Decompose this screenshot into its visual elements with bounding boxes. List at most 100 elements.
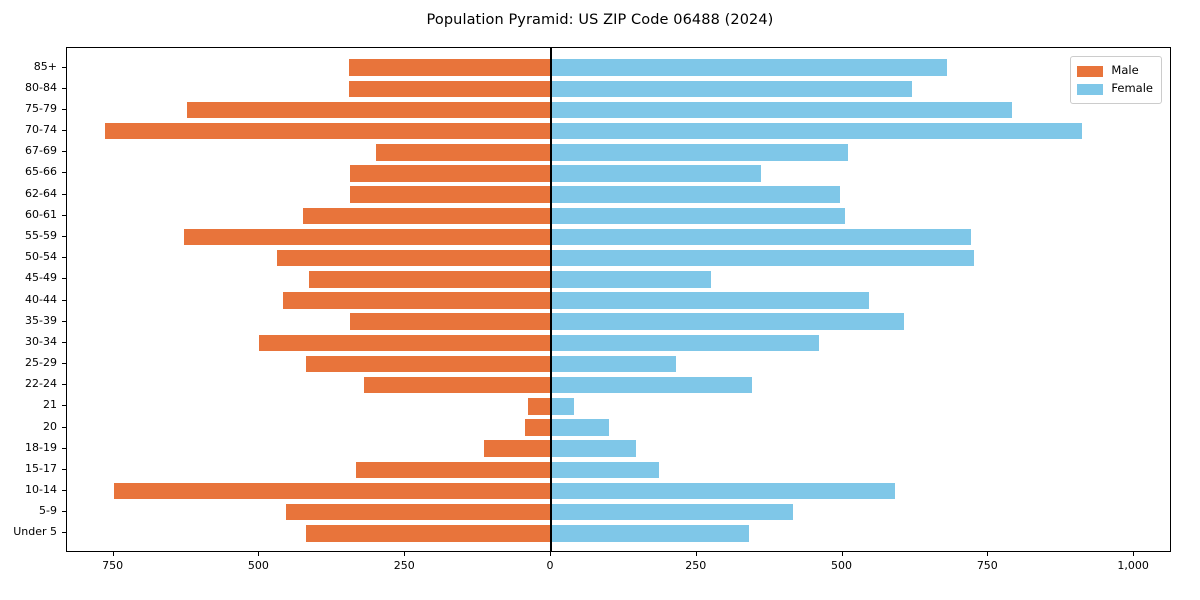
- y-axis-tick-label: 62-64: [25, 186, 57, 200]
- bar-female: [550, 398, 575, 415]
- y-axis-tick-mark: [62, 278, 66, 280]
- bar-female: [550, 122, 1082, 140]
- bar-female: [550, 101, 1012, 119]
- bar-female: [550, 80, 913, 98]
- y-axis-tick-label: 10-14: [25, 483, 57, 497]
- bar-male: [483, 440, 551, 457]
- bar-row: [67, 249, 1170, 267]
- bar-row: [67, 398, 1170, 415]
- bar-female: [550, 165, 761, 182]
- y-axis-tick-mark: [62, 66, 66, 68]
- y-axis-tick-label: 15-17: [25, 461, 57, 475]
- bar-female: [550, 144, 849, 161]
- bar-male: [349, 313, 551, 330]
- bar-female: [550, 59, 948, 76]
- bar-row: [67, 59, 1170, 76]
- bar-female: [550, 313, 904, 330]
- bar-male: [364, 376, 551, 394]
- y-axis-tick-mark: [62, 87, 66, 89]
- y-axis-tick-mark: [62, 172, 66, 174]
- bar-row: [67, 419, 1170, 436]
- x-axis-tick-label: 750: [102, 559, 124, 572]
- bar-row: [67, 334, 1170, 352]
- x-axis-tick-label: 0: [546, 559, 554, 572]
- x-axis-tick-mark: [841, 552, 843, 556]
- bar-male: [349, 59, 551, 76]
- y-axis-tick-label: Under 5: [13, 525, 57, 539]
- y-axis-tick-label: 25-29: [25, 356, 57, 370]
- y-axis-tick-mark: [62, 235, 66, 237]
- bar-row: [67, 207, 1170, 225]
- y-axis-tick-mark: [62, 130, 66, 132]
- bar-male: [113, 482, 551, 500]
- bar-female: [550, 292, 869, 309]
- bar-female: [550, 376, 753, 394]
- x-axis-tick-mark: [987, 552, 989, 556]
- bar-female: [550, 249, 974, 267]
- y-axis-tick-label: 22-24: [25, 377, 57, 391]
- y-axis-tick-label: 30-34: [25, 334, 57, 348]
- y-axis-tick-mark: [62, 384, 66, 386]
- bar-row: [67, 271, 1170, 288]
- y-axis-tick-label: 80-84: [25, 80, 57, 94]
- bar-male: [524, 419, 551, 436]
- bar-row: [67, 461, 1170, 479]
- y-axis-tick-label: 20: [43, 419, 57, 433]
- y-axis-tick-label: 50-54: [25, 250, 57, 264]
- x-axis-tick-mark: [112, 552, 114, 556]
- y-axis-tick-mark: [62, 151, 66, 153]
- bar-male: [282, 292, 551, 309]
- y-axis-tick-mark: [62, 426, 66, 428]
- y-axis-tick-label: 85+: [33, 59, 57, 73]
- y-axis-tick-mark: [62, 490, 66, 492]
- y-axis-tick-label: 75-79: [25, 101, 57, 115]
- x-axis-tick-mark: [404, 552, 406, 556]
- y-axis-tick-mark: [62, 320, 66, 322]
- bar-female: [550, 228, 971, 246]
- y-axis-tick-mark: [62, 511, 66, 513]
- bar-male: [355, 461, 551, 479]
- y-axis-tick-mark: [62, 108, 66, 110]
- bar-row: [67, 313, 1170, 330]
- bar-row: [67, 525, 1170, 542]
- legend-entry[interactable]: Female: [1077, 80, 1153, 98]
- bar-male: [306, 525, 551, 542]
- plot-frame: Male Female: [66, 47, 1171, 552]
- bar-row: [67, 440, 1170, 457]
- legend-entry[interactable]: Male: [1077, 62, 1153, 80]
- bar-male: [376, 144, 551, 161]
- bar-female: [550, 503, 793, 521]
- y-axis-tick-mark: [62, 363, 66, 365]
- x-axis-tick-label: 500: [247, 559, 269, 572]
- legend-label: Female: [1111, 81, 1153, 96]
- bar-male: [306, 355, 551, 373]
- chart-legend: Male Female: [1070, 56, 1162, 104]
- bar-row: [67, 376, 1170, 394]
- x-axis-tick-mark: [695, 552, 697, 556]
- x-axis-tick-label: 250: [393, 559, 415, 572]
- plot-area: [67, 48, 1170, 551]
- bar-row: [67, 101, 1170, 119]
- bar-male: [104, 122, 551, 140]
- y-axis-tick-mark: [62, 214, 66, 216]
- y-axis-tick-mark: [62, 468, 66, 470]
- bar-female: [550, 440, 636, 457]
- x-axis-tick-label: 500: [831, 559, 853, 572]
- bar-row: [67, 165, 1170, 182]
- bar-male: [186, 101, 551, 119]
- y-axis-tick-mark: [62, 341, 66, 343]
- bar-female: [550, 525, 750, 542]
- bar-female: [550, 355, 677, 373]
- y-axis-tick-mark: [62, 532, 66, 534]
- bar-row: [67, 144, 1170, 161]
- y-axis-tick-label: 45-49: [25, 271, 57, 285]
- y-axis-tick-mark: [62, 405, 66, 407]
- bar-row: [67, 482, 1170, 500]
- y-axis-tick-mark: [62, 193, 66, 195]
- bar-female: [550, 207, 846, 225]
- x-axis-tick-mark: [549, 552, 551, 556]
- bar-female: [550, 186, 840, 203]
- x-axis-tick-label: 250: [685, 559, 707, 572]
- x-axis-tick-label: 750: [976, 559, 998, 572]
